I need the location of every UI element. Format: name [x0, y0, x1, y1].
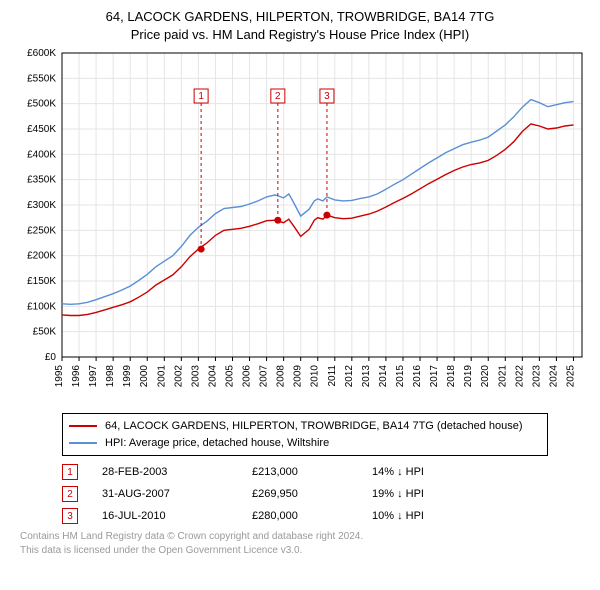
- svg-text:2023: 2023: [531, 365, 542, 388]
- footer-line-2: This data is licensed under the Open Gov…: [20, 544, 590, 558]
- svg-text:1997: 1997: [88, 365, 99, 388]
- svg-text:1999: 1999: [122, 365, 133, 388]
- svg-text:2006: 2006: [242, 365, 253, 388]
- svg-text:£250K: £250K: [27, 225, 56, 236]
- svg-text:2005: 2005: [224, 365, 235, 388]
- svg-text:2010: 2010: [310, 365, 321, 388]
- svg-text:2015: 2015: [395, 365, 406, 388]
- svg-text:£200K: £200K: [27, 251, 56, 262]
- legend-swatch-property: [69, 425, 97, 427]
- title-line-1: 64, LACOCK GARDENS, HILPERTON, TROWBRIDG…: [10, 8, 590, 26]
- sales-table: 1 28-FEB-2003 £213,000 14% ↓ HPI 2 31-AU…: [62, 464, 590, 524]
- svg-text:2: 2: [275, 91, 281, 102]
- svg-text:2003: 2003: [190, 365, 201, 388]
- svg-text:£400K: £400K: [27, 149, 56, 160]
- svg-text:2021: 2021: [497, 365, 508, 388]
- sale-delta-3: 10% ↓ HPI: [372, 510, 424, 522]
- footer: Contains HM Land Registry data © Crown c…: [20, 530, 590, 557]
- sale-price-1: £213,000: [252, 466, 372, 478]
- svg-text:2008: 2008: [276, 365, 287, 388]
- sale-delta-1: 14% ↓ HPI: [372, 466, 424, 478]
- svg-text:£50K: £50K: [33, 327, 57, 338]
- legend-label-property: 64, LACOCK GARDENS, HILPERTON, TROWBRIDG…: [105, 418, 523, 435]
- svg-text:£100K: £100K: [27, 301, 56, 312]
- svg-text:1995: 1995: [54, 365, 65, 388]
- svg-text:£150K: £150K: [27, 276, 56, 287]
- svg-text:£0: £0: [45, 352, 57, 363]
- sales-row-3: 3 16-JUL-2010 £280,000 10% ↓ HPI: [62, 508, 590, 524]
- sale-marker-1-icon: 1: [62, 464, 78, 480]
- sale-marker-2-icon: 2: [62, 486, 78, 502]
- svg-text:1998: 1998: [105, 365, 116, 388]
- svg-text:2022: 2022: [514, 365, 525, 388]
- price-chart: £0 £50K £100K £150K £200K £250K £300K £350K £400…: [10, 47, 590, 407]
- svg-text:2020: 2020: [480, 365, 491, 388]
- svg-text:2002: 2002: [173, 365, 184, 388]
- sale-date-1: 28-FEB-2003: [102, 466, 252, 478]
- svg-text:2013: 2013: [361, 365, 372, 388]
- svg-text:2025: 2025: [565, 365, 576, 388]
- title-line-2: Price paid vs. HM Land Registry's House …: [10, 26, 590, 44]
- svg-text:£550K: £550K: [27, 73, 56, 84]
- footer-line-1: Contains HM Land Registry data © Crown c…: [20, 530, 590, 544]
- svg-text:£350K: £350K: [27, 175, 56, 186]
- sales-row-1: 1 28-FEB-2003 £213,000 14% ↓ HPI: [62, 464, 590, 480]
- chart-title: 64, LACOCK GARDENS, HILPERTON, TROWBRIDG…: [10, 8, 590, 43]
- svg-text:2012: 2012: [344, 365, 355, 388]
- svg-text:3: 3: [324, 91, 330, 102]
- svg-text:2024: 2024: [548, 365, 559, 388]
- svg-text:2007: 2007: [259, 365, 270, 388]
- svg-text:2004: 2004: [207, 365, 218, 388]
- sale-marker-3-icon: 3: [62, 508, 78, 524]
- svg-text:1: 1: [198, 91, 204, 102]
- legend: 64, LACOCK GARDENS, HILPERTON, TROWBRIDG…: [62, 413, 548, 456]
- sale-price-2: £269,950: [252, 488, 372, 500]
- legend-swatch-hpi: [69, 442, 97, 444]
- sale-date-3: 16-JUL-2010: [102, 510, 252, 522]
- svg-text:2017: 2017: [429, 365, 440, 388]
- svg-text:2019: 2019: [463, 365, 474, 388]
- legend-item-hpi: HPI: Average price, detached house, Wilt…: [69, 435, 541, 452]
- svg-text:2011: 2011: [327, 365, 338, 387]
- svg-text:2009: 2009: [293, 365, 304, 388]
- svg-text:£500K: £500K: [27, 99, 56, 110]
- sale-delta-2: 19% ↓ HPI: [372, 488, 424, 500]
- sale-price-3: £280,000: [252, 510, 372, 522]
- legend-label-hpi: HPI: Average price, detached house, Wilt…: [105, 435, 329, 452]
- svg-text:£600K: £600K: [27, 48, 56, 59]
- legend-item-property: 64, LACOCK GARDENS, HILPERTON, TROWBRIDG…: [69, 418, 541, 435]
- svg-text:2016: 2016: [412, 365, 423, 388]
- svg-text:£450K: £450K: [27, 124, 56, 135]
- svg-text:£300K: £300K: [27, 200, 56, 211]
- svg-text:2014: 2014: [378, 365, 389, 388]
- svg-text:2001: 2001: [156, 365, 167, 388]
- svg-text:2000: 2000: [139, 365, 150, 388]
- svg-text:2018: 2018: [446, 365, 457, 388]
- sale-date-2: 31-AUG-2007: [102, 488, 252, 500]
- sales-row-2: 2 31-AUG-2007 £269,950 19% ↓ HPI: [62, 486, 590, 502]
- svg-text:1996: 1996: [71, 365, 82, 388]
